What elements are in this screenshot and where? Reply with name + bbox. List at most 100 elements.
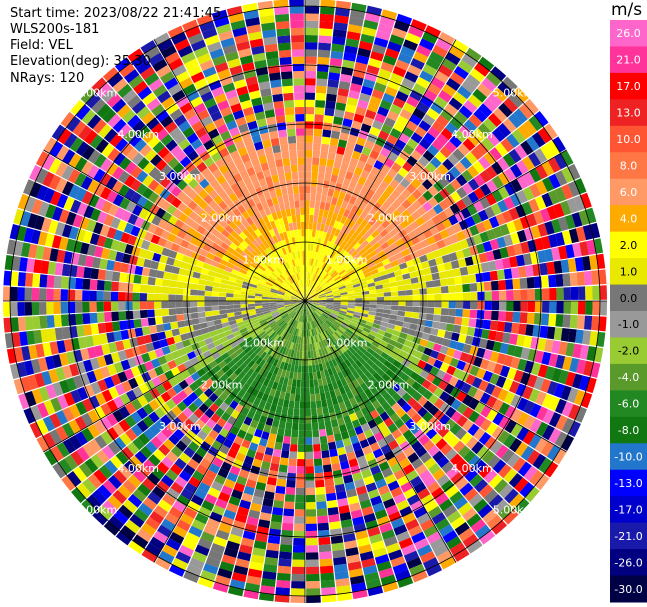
range-gate [168,301,176,309]
range-gate [277,42,291,51]
range-gate [469,282,478,292]
range-gate [418,120,432,132]
range-gate [567,163,581,181]
range-gate [572,343,582,359]
range-gate [292,312,298,320]
range-gate [307,336,310,345]
range-gate [174,457,187,470]
range-gate [316,222,322,231]
range-gate [378,461,390,472]
range-gate [325,485,336,494]
range-gate [323,331,329,339]
range-gate [445,485,459,499]
range-gate [264,447,274,456]
range-gate [277,319,284,326]
range-gate [313,274,318,282]
range-gate [495,213,507,226]
range-gate [305,114,315,122]
range-gate [413,242,424,251]
range-gate [362,327,371,334]
range-gate [346,554,361,564]
range-gate [414,538,430,551]
range-gate [228,390,238,400]
range-gate [422,201,433,212]
range-gate [250,371,259,380]
range-gate [534,474,550,491]
range-gate [154,277,163,286]
range-gate [319,565,334,574]
range-gate [290,208,296,216]
range-gate [285,325,291,333]
range-gate [401,188,412,199]
range-gate [400,45,416,58]
range-gate [198,278,207,286]
range-gate [274,374,281,384]
range-gate [433,359,443,370]
range-gate [340,377,348,387]
range-gate [275,317,283,324]
range-gate [337,87,350,97]
range-gate [160,414,172,427]
range-gate [335,577,350,587]
range-gate [270,322,278,329]
range-gate [436,455,450,469]
range-gate [350,509,363,519]
range-gate [317,522,330,531]
range-gate [112,489,127,505]
range-gate [344,171,354,180]
range-gate [323,413,331,422]
range-gate [365,275,374,281]
range-gate [234,513,248,524]
range-gate [322,284,330,290]
range-gate [258,592,275,602]
range-gate [329,389,337,399]
range-gate [258,375,266,385]
range-gate [249,561,264,571]
range-gate [424,25,442,38]
range-gate [129,514,145,528]
range-gate [178,423,190,435]
range-gate [219,373,229,383]
range-gate [416,324,425,333]
range-gate [474,401,486,414]
range-gate [259,415,268,425]
range-gate [376,296,385,301]
range-gate [348,272,357,278]
range-gate [299,401,305,409]
range-gate [324,338,331,346]
range-gate [278,49,292,58]
range-gate [340,302,349,306]
range-gate [347,164,356,174]
range-gate [482,219,493,231]
range-gate [454,276,463,285]
range-gate [452,368,463,379]
range-gate [432,468,446,481]
range-gate [400,178,411,189]
range-gate [310,291,317,297]
range-gate [213,536,228,548]
range-gate [377,265,386,273]
range-gate [282,194,289,203]
range-gate [313,128,323,137]
range-gate [351,362,360,371]
range-gate [295,214,301,223]
range-gate [343,533,356,543]
range-gate [324,321,331,328]
range-gate [324,308,332,313]
range-gate [307,272,310,280]
range-gate [414,263,423,271]
range-gate [142,497,158,511]
range-gate [305,178,311,187]
range-gate [309,289,315,296]
range-gate [247,359,256,369]
range-gate [421,178,433,190]
range-gate [319,428,327,437]
range-gate [523,227,534,241]
range-gate [345,267,354,274]
range-gate [219,444,230,455]
range-gate [316,508,328,517]
range-gate [388,255,397,263]
range-gate [310,305,316,312]
range-gate [548,353,559,367]
range-gate [358,544,372,554]
